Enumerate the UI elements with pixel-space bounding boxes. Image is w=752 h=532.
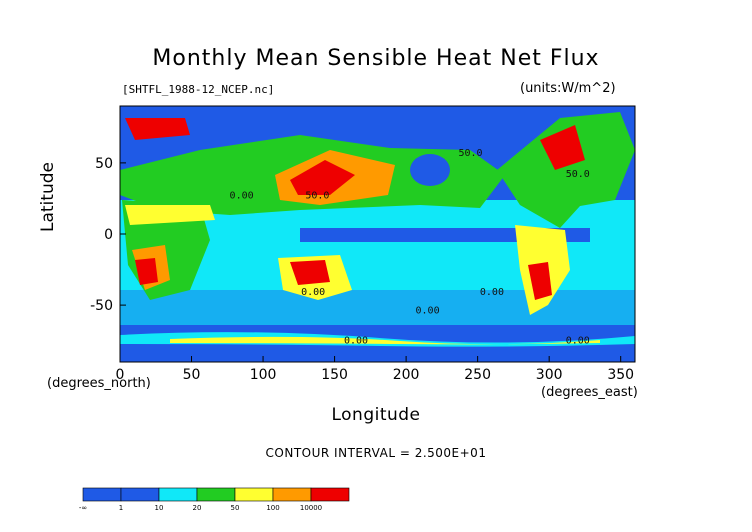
sahara-region xyxy=(125,205,215,225)
arctic-hot-region xyxy=(125,118,190,140)
colorbar-segment xyxy=(158,487,198,502)
colorbar-label: 100 xyxy=(266,504,279,512)
colorbar-label: 50 xyxy=(231,504,240,512)
y-axis-units: (degrees_north) xyxy=(47,376,151,391)
x-tick-label: 150 xyxy=(321,367,348,383)
x-axis-label: Longitude xyxy=(331,405,421,425)
contour-label: 50.0 xyxy=(458,148,482,159)
y-tick-label: 50 xyxy=(95,156,113,172)
andes-hot-region xyxy=(528,262,552,300)
y-axis-ticks: 50 0 -50 xyxy=(90,156,126,314)
colorbar-label: 1 xyxy=(119,504,123,512)
contour-label: 0.00 xyxy=(344,336,368,347)
colorbar-label: 10 xyxy=(155,504,164,512)
source-file-label: [SHTFL_1988-12_NCEP.nc] xyxy=(122,83,275,96)
colorbar-label: 20 xyxy=(193,504,202,512)
colorbar-segment xyxy=(310,487,350,502)
colorbar-segment xyxy=(82,487,122,502)
x-axis-ticks: 0 50 100 150 200 250 300 350 xyxy=(116,356,634,383)
colorbar-segment xyxy=(234,487,274,502)
x-tick-label: 350 xyxy=(607,367,634,383)
y-tick-label: -50 xyxy=(90,298,113,314)
x-tick-label: 300 xyxy=(536,367,563,383)
contour-label: 50.0 xyxy=(566,169,590,180)
greenland-hot-region xyxy=(540,125,585,170)
plot-area xyxy=(120,106,635,362)
contour-label: 0.00 xyxy=(301,287,325,298)
southern-band xyxy=(120,285,635,325)
colorbar-label: -∞ xyxy=(79,504,87,512)
asia-hot-region xyxy=(290,160,355,195)
contour-label: 50.0 xyxy=(305,190,329,201)
x-tick-label: 200 xyxy=(393,367,420,383)
contour-label: 0.00 xyxy=(416,306,440,317)
x-tick-label: 0 xyxy=(116,367,125,383)
colorbar-segment xyxy=(196,487,236,502)
antarctic-yellow-band xyxy=(170,336,600,345)
australia-hot-region xyxy=(290,260,330,285)
colorbar-label: 10000 xyxy=(300,504,322,512)
north-pacific-cold-region xyxy=(410,154,450,186)
x-axis-units: (degrees_east) xyxy=(541,385,638,400)
x-tick-label: 50 xyxy=(183,367,201,383)
contour-labels: 0.00 0.00 0.00 0.00 0.00 0.00 50.0 50.0 50.0 xyxy=(230,148,590,347)
y-tick-label: 0 xyxy=(104,227,113,243)
contour-interval-label: CONTOUR INTERVAL = 2.500E+01 xyxy=(265,446,487,460)
contour-label: 0.00 xyxy=(566,336,590,347)
contour-label: 0.00 xyxy=(230,190,254,201)
units-label: (units:W/m^2) xyxy=(520,81,616,96)
north-america-region xyxy=(497,112,635,228)
x-tick-label: 250 xyxy=(464,367,491,383)
colorbar-segment xyxy=(272,487,312,502)
colorbar-segment xyxy=(120,487,160,502)
africa-hot-region xyxy=(135,258,158,285)
chart-title: Monthly Mean Sensible Heat Net Flux xyxy=(152,46,600,71)
colorbar: -∞ 1 10 20 50 100 10000 xyxy=(79,487,350,512)
x-tick-label: 100 xyxy=(250,367,277,383)
contour-label: 0.00 xyxy=(480,287,504,298)
